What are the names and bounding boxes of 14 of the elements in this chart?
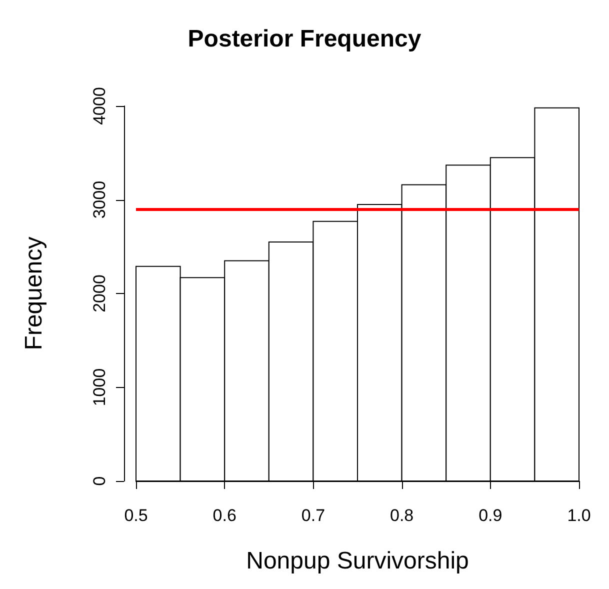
x-tick-label: 0.8	[390, 506, 414, 525]
y-tick-label: 3000	[90, 180, 109, 219]
y-axis-title: Frequency	[20, 236, 48, 350]
x-tick-label: 0.5	[124, 506, 148, 525]
y-tick-label: 0	[90, 476, 109, 486]
x-tick-label: 1.0	[567, 506, 591, 525]
y-tick-label: 2000	[90, 274, 109, 312]
chart-title: Posterior Frequency	[188, 26, 422, 52]
x-tick-label: 0.6	[212, 506, 236, 525]
x-tick-label: 0.9	[478, 506, 502, 525]
x-axis-title: Nonpup Survivorship	[246, 548, 469, 574]
y-tick-label: 1000	[90, 368, 109, 406]
y-tick-label: 4000	[90, 87, 109, 125]
x-tick-label: 0.7	[301, 506, 326, 525]
